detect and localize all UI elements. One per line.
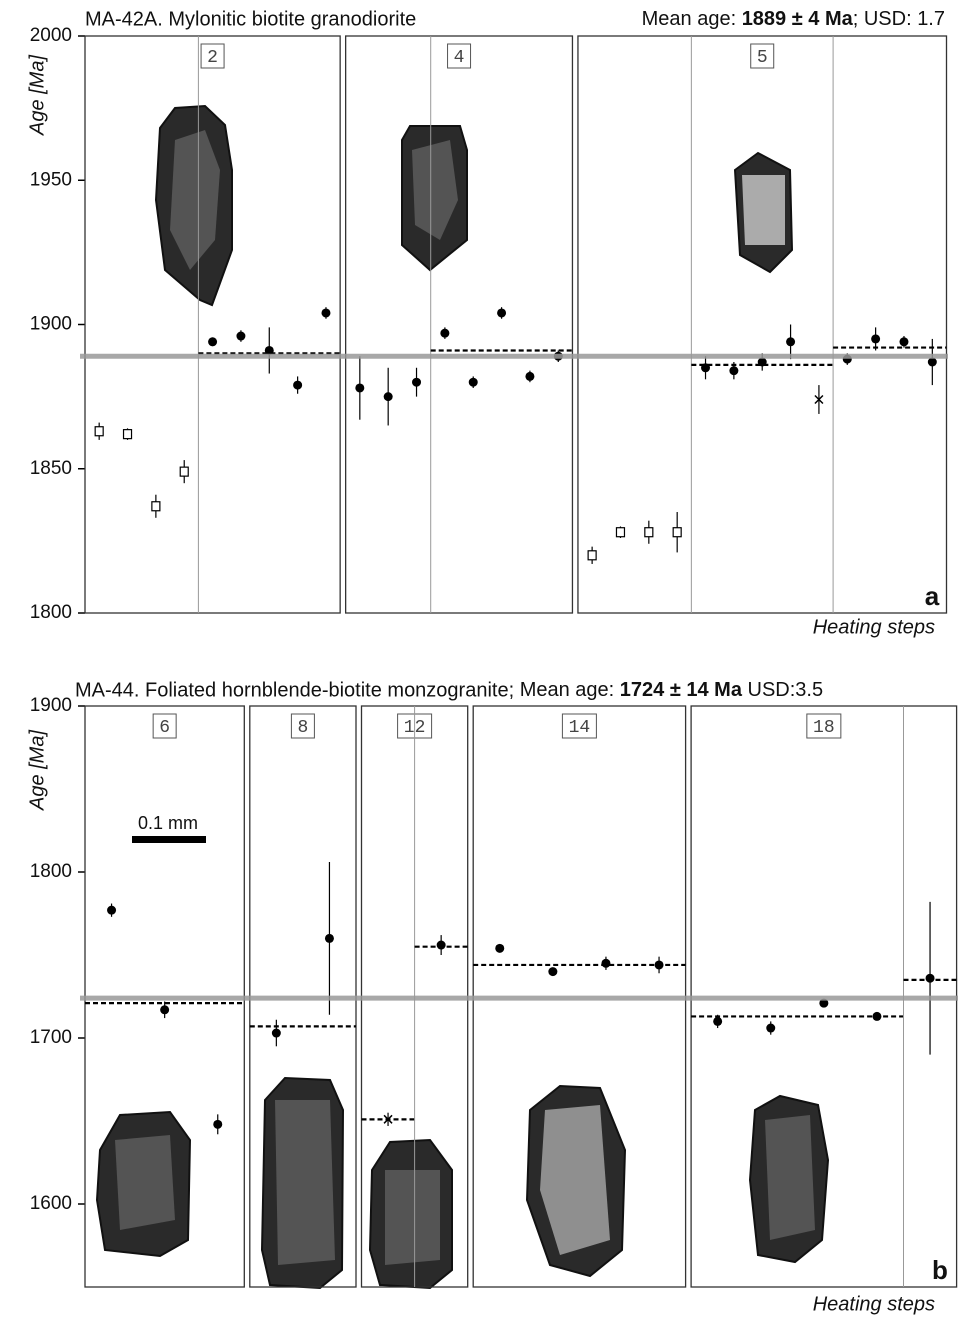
data-point	[525, 372, 534, 381]
data-point	[588, 551, 596, 560]
data-point	[325, 934, 334, 943]
grain-label: 5	[757, 48, 768, 68]
mean-age-title: Mean age: 1889 ± 4 Ma; USD: 1.7	[642, 8, 945, 30]
data-point	[321, 308, 330, 317]
grain-label: 2	[207, 48, 218, 68]
data-point	[236, 332, 245, 341]
grain-photo-detail	[385, 1170, 440, 1265]
y-tick-label: 1700	[30, 1027, 72, 1048]
y-tick-label: 1850	[30, 458, 72, 479]
chart-title: MA-44. Foliated hornblende-biotite monzo…	[75, 679, 823, 701]
data-point	[124, 430, 132, 439]
data-point	[616, 528, 624, 537]
data-point	[872, 1012, 881, 1021]
data-point	[355, 383, 364, 392]
mean-age-suffix: ; USD: 1.7	[853, 8, 945, 30]
x-axis-label: Heating steps	[813, 1293, 935, 1315]
grain-label: 18	[813, 718, 835, 738]
data-point	[926, 974, 935, 983]
data-point	[440, 329, 449, 338]
data-point	[107, 906, 116, 915]
data-point	[713, 1017, 722, 1026]
mean-age-prefix: Mean age:	[520, 679, 620, 701]
grain-box	[578, 36, 947, 613]
y-tick-label: 2000	[30, 25, 72, 46]
mean-age-suffix: USD:3.5	[742, 679, 823, 701]
data-point	[548, 967, 557, 976]
data-point	[899, 337, 908, 346]
grain-photo-detail	[742, 175, 785, 245]
data-point	[645, 528, 653, 537]
mean-age-prefix: Mean age:	[642, 8, 742, 30]
data-point	[384, 392, 393, 401]
data-point	[265, 346, 274, 355]
scale-bar	[132, 836, 206, 843]
data-point	[437, 941, 446, 950]
grain-photo-detail	[115, 1135, 175, 1230]
y-tick-label: 1800	[30, 861, 72, 882]
data-point	[655, 960, 664, 969]
data-point	[293, 381, 302, 390]
data-point	[758, 358, 767, 367]
scale-bar-label: 0.1 mm	[138, 813, 198, 833]
data-point	[213, 1120, 222, 1129]
grain-box	[346, 36, 573, 613]
data-point	[208, 337, 217, 346]
grain-photo-detail	[275, 1100, 335, 1265]
y-axis-label: Age [Ma]	[26, 730, 48, 811]
y-axis-label: Age [Ma]	[26, 55, 48, 136]
figure: 0.1 mm MA-42A. Mylonitic biotite granodi…	[0, 0, 962, 1317]
y-tick-label: 1800	[30, 602, 72, 623]
grain-label: 4	[454, 48, 465, 68]
y-tick-label: 1600	[30, 1193, 72, 1214]
panel-letter: a	[925, 581, 940, 611]
grain-label: 14	[569, 718, 591, 738]
y-tick-label: 1900	[30, 314, 72, 335]
grain-label: 8	[297, 718, 308, 738]
chart-title: MA-42A. Mylonitic biotite granodiorite	[85, 8, 416, 30]
data-point	[469, 378, 478, 387]
mean-age-value: 1724 ± 14 Ma	[620, 679, 743, 701]
data-point	[160, 1005, 169, 1014]
data-point	[95, 427, 103, 436]
data-point	[272, 1029, 281, 1038]
panel-letter: b	[932, 1255, 948, 1285]
data-point	[766, 1024, 775, 1033]
data-point	[701, 363, 710, 372]
grain-label: 6	[159, 718, 170, 738]
data-point	[412, 378, 421, 387]
data-point	[928, 358, 937, 367]
data-point	[786, 337, 795, 346]
data-point	[673, 528, 681, 537]
data-point	[180, 467, 188, 476]
mean-age-value: 1889 ± 4 Ma	[742, 8, 854, 30]
data-point	[152, 502, 160, 511]
data-point	[497, 308, 506, 317]
data-point	[729, 366, 738, 375]
data-point	[495, 944, 504, 953]
data-point	[871, 334, 880, 343]
y-tick-label: 1900	[30, 695, 72, 716]
data-point	[601, 959, 610, 968]
grain-photo-detail	[765, 1115, 815, 1240]
y-tick-label: 1950	[30, 169, 72, 190]
x-axis-label: Heating steps	[813, 616, 935, 638]
